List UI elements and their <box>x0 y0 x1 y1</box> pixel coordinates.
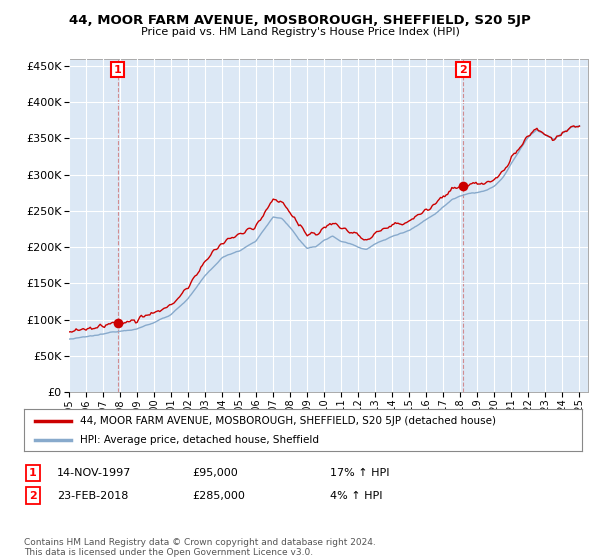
Text: 14-NOV-1997: 14-NOV-1997 <box>57 468 131 478</box>
Text: 4% ↑ HPI: 4% ↑ HPI <box>330 491 383 501</box>
Text: 1: 1 <box>114 64 122 74</box>
Text: 44, MOOR FARM AVENUE, MOSBOROUGH, SHEFFIELD, S20 5JP: 44, MOOR FARM AVENUE, MOSBOROUGH, SHEFFI… <box>69 14 531 27</box>
Text: 23-FEB-2018: 23-FEB-2018 <box>57 491 128 501</box>
Text: Contains HM Land Registry data © Crown copyright and database right 2024.
This d: Contains HM Land Registry data © Crown c… <box>24 538 376 557</box>
Text: HPI: Average price, detached house, Sheffield: HPI: Average price, detached house, Shef… <box>80 435 319 445</box>
Text: £285,000: £285,000 <box>192 491 245 501</box>
Text: £95,000: £95,000 <box>192 468 238 478</box>
Text: 2: 2 <box>459 64 467 74</box>
Text: Price paid vs. HM Land Registry's House Price Index (HPI): Price paid vs. HM Land Registry's House … <box>140 27 460 37</box>
Text: 1: 1 <box>29 468 37 478</box>
Text: 44, MOOR FARM AVENUE, MOSBOROUGH, SHEFFIELD, S20 5JP (detached house): 44, MOOR FARM AVENUE, MOSBOROUGH, SHEFFI… <box>80 416 496 426</box>
Text: 17% ↑ HPI: 17% ↑ HPI <box>330 468 389 478</box>
Text: 2: 2 <box>29 491 37 501</box>
